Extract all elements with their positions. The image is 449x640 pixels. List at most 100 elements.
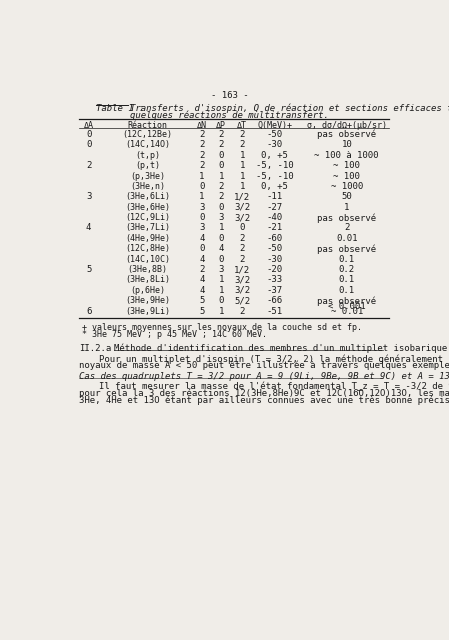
Text: 3: 3	[199, 223, 204, 232]
Text: noyaux de masse A < 50 peut être illustrée à travers quelques exemples typiques.: noyaux de masse A < 50 peut être illustr…	[79, 361, 449, 371]
Text: 1: 1	[219, 223, 224, 232]
Text: 3/2: 3/2	[234, 275, 250, 284]
Text: (12C,8He): (12C,8He)	[125, 244, 170, 253]
Text: 0: 0	[219, 234, 224, 243]
Text: 2: 2	[199, 130, 204, 139]
Text: Cas des quadruplets T = 3/2 pour A = 9 (9Li, 9Be, 9B et 9C) et A = 13 (13B, 13C,: Cas des quadruplets T = 3/2 pour A = 9 (…	[79, 372, 449, 381]
Text: 0: 0	[199, 182, 204, 191]
Text: * 3He 75 MeV ; p 45 MeV ; 14C 60 MeV.: * 3He 75 MeV ; p 45 MeV ; 14C 60 MeV.	[83, 330, 268, 339]
Text: 2: 2	[239, 255, 245, 264]
Text: 0: 0	[199, 213, 204, 222]
Text: (3He,8Li): (3He,8Li)	[125, 275, 170, 284]
Text: 0: 0	[86, 130, 91, 139]
Text: pour cela la 3 des réactions 12(3He,8He)9C et 12C(16O,12O)13O, les masses des no: pour cela la 3 des réactions 12(3He,8He)…	[79, 388, 449, 398]
Text: 2: 2	[239, 234, 245, 243]
Text: ΔN: ΔN	[197, 121, 207, 130]
Text: 2: 2	[239, 130, 245, 139]
Text: 2: 2	[199, 150, 204, 160]
Text: 1: 1	[344, 203, 349, 212]
Text: Méthode d'identification des membres d'un multiplet isobarique: Méthode d'identification des membres d'u…	[114, 344, 448, 353]
Text: 0.2: 0.2	[339, 265, 355, 274]
Text: ΔT: ΔT	[237, 121, 247, 130]
Text: 1: 1	[219, 307, 224, 316]
Text: Il faut mesurer la masse de l'état fondamental T_z = T = -3/2 de 9C et 13O. On d: Il faut mesurer la masse de l'état fonda…	[99, 381, 449, 391]
Text: 50: 50	[341, 192, 352, 202]
Text: 1: 1	[199, 172, 204, 180]
Text: -40: -40	[267, 213, 283, 222]
Text: 0, +5: 0, +5	[261, 182, 288, 191]
Text: (3He,7Li): (3He,7Li)	[125, 223, 170, 232]
Text: pas observé: pas observé	[317, 130, 376, 140]
Text: 4: 4	[199, 286, 204, 295]
Text: 3: 3	[219, 213, 224, 222]
Text: -37: -37	[267, 286, 283, 295]
Text: -21: -21	[267, 223, 283, 232]
Text: -30: -30	[267, 140, 283, 149]
Text: -66: -66	[267, 296, 283, 305]
Text: 1: 1	[219, 275, 224, 284]
Text: 2: 2	[199, 161, 204, 170]
Text: 5/2: 5/2	[234, 296, 250, 305]
Text: 1/2: 1/2	[234, 265, 250, 274]
Text: 0.1: 0.1	[339, 255, 355, 264]
Text: 2: 2	[86, 161, 91, 170]
Text: -50: -50	[267, 244, 283, 253]
Text: -33: -33	[267, 275, 283, 284]
Text: -27: -27	[267, 203, 283, 212]
Text: + valeurs moyennes sur les noyaux de la couche sd et fp.: + valeurs moyennes sur les noyaux de la …	[83, 323, 362, 332]
Text: 3: 3	[199, 203, 204, 212]
Text: 1: 1	[239, 172, 245, 180]
Text: 1/2: 1/2	[234, 192, 250, 202]
Text: 2: 2	[219, 140, 224, 149]
Text: Réaction: Réaction	[128, 121, 167, 130]
Text: 3: 3	[219, 265, 224, 274]
Text: 1: 1	[239, 150, 245, 160]
Text: ~ 0.01: ~ 0.01	[330, 307, 363, 316]
Text: 2: 2	[344, 223, 349, 232]
Text: (14C,14O): (14C,14O)	[125, 140, 170, 149]
Text: -50: -50	[267, 130, 283, 139]
Text: 3: 3	[86, 192, 91, 202]
Text: 5: 5	[199, 296, 204, 305]
Text: Transferts  d'isospin, Q de réaction et sections efficaces typiques de: Transferts d'isospin, Q de réaction et s…	[130, 104, 449, 113]
Text: 1: 1	[219, 172, 224, 180]
Text: 1: 1	[239, 182, 245, 191]
Text: 4: 4	[199, 234, 204, 243]
Text: 5: 5	[199, 307, 204, 316]
Text: - 163 -: - 163 -	[211, 91, 249, 100]
Text: 5: 5	[86, 265, 91, 274]
Text: 1: 1	[199, 192, 204, 202]
Text: 2: 2	[199, 140, 204, 149]
Text: (3He,9He): (3He,9He)	[125, 296, 170, 305]
Text: 4: 4	[199, 255, 204, 264]
Text: 0: 0	[219, 296, 224, 305]
Text: -30: -30	[267, 255, 283, 264]
Text: (p,6He): (p,6He)	[130, 286, 165, 295]
Text: ~ 1000: ~ 1000	[330, 182, 363, 191]
Text: 1: 1	[239, 161, 245, 170]
Text: 0: 0	[199, 244, 204, 253]
Text: 6: 6	[86, 307, 91, 316]
Text: 0: 0	[219, 203, 224, 212]
Text: 4: 4	[86, 223, 91, 232]
Text: 10: 10	[341, 140, 352, 149]
Text: ΔA: ΔA	[84, 121, 94, 130]
Text: 0.01: 0.01	[336, 234, 357, 243]
Text: (3He,6He): (3He,6He)	[125, 203, 170, 212]
Text: (3He,6Li): (3He,6Li)	[125, 192, 170, 202]
Text: (p,t): (p,t)	[135, 161, 160, 170]
Text: (4He,9He): (4He,9He)	[125, 234, 170, 243]
Text: σ, dσ/dΩ+(μb/sr): σ, dσ/dΩ+(μb/sr)	[307, 121, 387, 130]
Text: 3/2: 3/2	[234, 203, 250, 212]
Text: (14C,10C): (14C,10C)	[125, 255, 170, 264]
Text: 0: 0	[219, 150, 224, 160]
Text: 2: 2	[219, 192, 224, 202]
Text: -5, -10: -5, -10	[256, 172, 294, 180]
Text: -5, -10: -5, -10	[256, 161, 294, 170]
Text: (12C,12Be): (12C,12Be)	[123, 130, 172, 139]
Text: quelques réactions de multitransfert.: quelques réactions de multitransfert.	[130, 111, 329, 120]
Text: 0: 0	[86, 140, 91, 149]
Text: -60: -60	[267, 234, 283, 243]
Text: ~ 100: ~ 100	[333, 161, 360, 170]
Text: < 0.001: < 0.001	[328, 303, 365, 312]
